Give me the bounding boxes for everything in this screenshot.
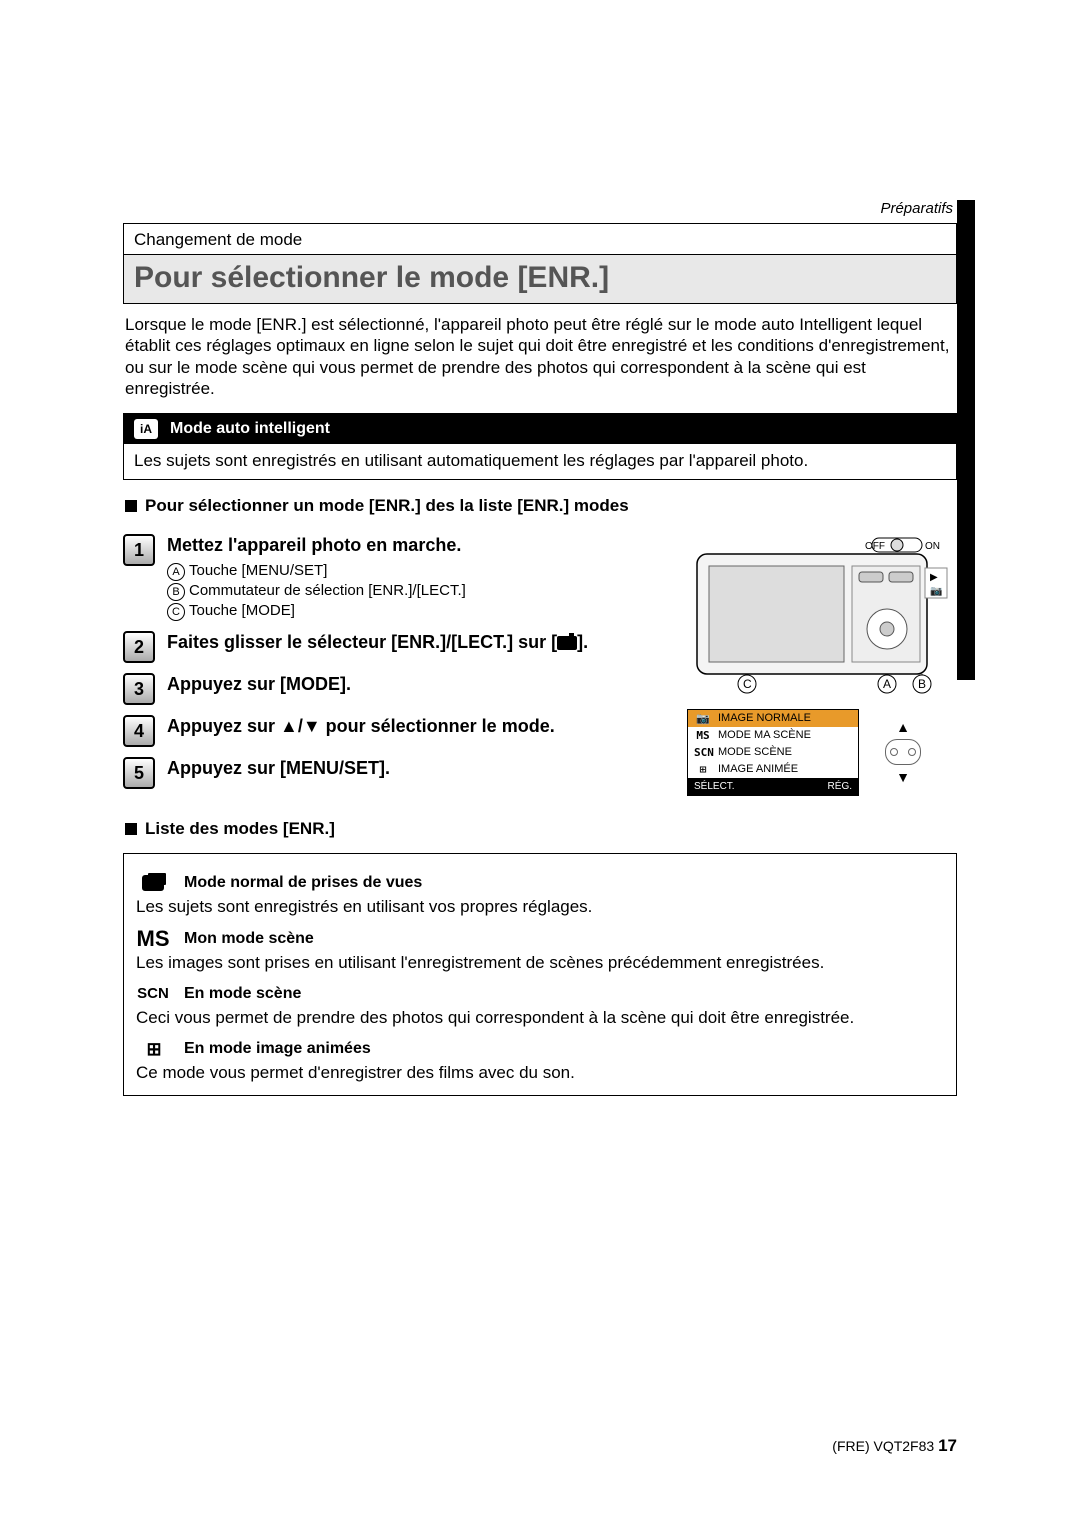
list-heading: Liste des modes [ENR.] [125, 819, 955, 839]
intro-paragraph: Lorsque le mode [ENR.] est sélectionné, … [125, 314, 955, 399]
step-title: Mettez l'appareil photo en marche. [167, 535, 461, 555]
illustration-column: OFF ON ▶ 📷 C A B [687, 524, 957, 797]
mode-desc: Ce mode vous permet d'enregistrer des fi… [136, 1062, 944, 1083]
step-number: 5 [123, 757, 155, 789]
menu-footer: SÉLECT. RÉG. [688, 778, 858, 795]
menu-row: ⊞ IMAGE ANIMÉE [688, 761, 858, 778]
camera-icon [557, 636, 577, 650]
select-heading: Pour sélectionner un mode [ENR.] des la … [125, 496, 955, 516]
step-title: Appuyez sur ▲/▼ pour sélectionner le mod… [167, 716, 555, 736]
step-number: 2 [123, 631, 155, 663]
mode-title: En mode scène [184, 985, 301, 1003]
step-number: 4 [123, 715, 155, 747]
up-arrow-icon: ▲ [896, 719, 910, 735]
mode-desc: Ceci vous permet de prendre des photos q… [136, 1007, 944, 1028]
camera-diagram: OFF ON ▶ 📷 C A B [687, 524, 957, 694]
page-footer: (FRE) VQT2F83 17 [832, 1436, 957, 1456]
list-heading-text: Liste des modes [ENR.] [145, 819, 335, 839]
ms-icon: MS [136, 928, 170, 950]
doc-code: (FRE) VQT2F83 [832, 1438, 934, 1454]
bullet-icon [125, 500, 137, 512]
step-1: 1 Mettez l'appareil photo en marche. ATo… [123, 534, 669, 621]
step-notes: ATouche [MENU/SET] BCommutateur de sélec… [167, 561, 669, 621]
menu-and-dpad: 📷 IMAGE NORMALE MS MODE MA SCÈNE SCN MOD… [687, 707, 957, 797]
section-label: Préparatifs [123, 200, 957, 217]
step-title-suffix: ]. [577, 632, 588, 652]
menu-row: SCN MODE SCÈNE [688, 744, 858, 761]
on-label: ON [925, 541, 940, 552]
ia-mode-label: Mode auto intelligent [170, 420, 330, 438]
film-icon: ⊞ [136, 1038, 170, 1060]
ia-icon: iA [134, 419, 158, 439]
svg-text:▶: ▶ [930, 572, 938, 583]
steps-column: 1 Mettez l'appareil photo en marche. ATo… [123, 524, 669, 797]
lcd-menu-preview: 📷 IMAGE NORMALE MS MODE MA SCÈNE SCN MOD… [687, 709, 859, 796]
mode-entry: MS Mon mode scène Les images sont prises… [136, 928, 944, 973]
page-number: 17 [938, 1436, 957, 1455]
step-5: 5 Appuyez sur [MENU/SET]. [123, 757, 669, 789]
bullet-icon [125, 823, 137, 835]
off-label: OFF [865, 541, 885, 552]
step-number: 1 [123, 534, 155, 566]
mode-entry: ⊞ En mode image animées Ce mode vous per… [136, 1038, 944, 1083]
subhead: Changement de mode [123, 223, 957, 254]
dpad-center-icon [885, 739, 921, 765]
menu-row: MS MODE MA SCÈNE [688, 727, 858, 744]
step-number: 3 [123, 673, 155, 705]
step-title: Appuyez sur [MODE]. [167, 674, 351, 694]
ia-mode-head: iA Mode auto intelligent [124, 414, 956, 444]
dpad-icon: ▲ ▼ [873, 707, 933, 797]
select-heading-text: Pour sélectionner un mode [ENR.] des la … [145, 496, 629, 516]
mode-entry: Mode normal de prises de vues Les sujets… [136, 872, 944, 917]
down-arrow-icon: ▼ [896, 769, 910, 785]
ia-mode-box: iA Mode auto intelligent Les sujets sont… [123, 413, 957, 480]
menu-row: 📷 IMAGE NORMALE [688, 710, 858, 727]
mode-title: Mode normal de prises de vues [184, 874, 422, 892]
step-3: 3 Appuyez sur [MODE]. [123, 673, 669, 705]
svg-text:📷: 📷 [930, 586, 942, 597]
ia-mode-desc: Les sujets sont enregistrés en utilisant… [124, 444, 956, 479]
steps-area: 1 Mettez l'appareil photo en marche. ATo… [123, 524, 957, 797]
mode-title: Mon mode scène [184, 930, 314, 948]
mode-entry: SCN En mode scène Ceci vous permet de pr… [136, 983, 944, 1028]
svg-text:B: B [918, 677, 926, 691]
thumb-tab [957, 200, 975, 680]
mode-desc: Les sujets sont enregistrés en utilisant… [136, 896, 944, 917]
step-title-prefix: Faites glisser le sélecteur [ENR.]/[LECT… [167, 632, 557, 652]
scn-icon: SCN [136, 983, 170, 1005]
mode-title: En mode image animées [184, 1040, 371, 1058]
step-2: 2 Faites glisser le sélecteur [ENR.]/[LE… [123, 631, 669, 663]
mode-desc: Les images sont prises en utilisant l'en… [136, 952, 944, 973]
camera-icon [136, 872, 170, 894]
manual-page: Préparatifs Changement de mode Pour séle… [0, 0, 1080, 1526]
svg-text:A: A [883, 677, 891, 691]
modes-list-box: Mode normal de prises de vues Les sujets… [123, 853, 957, 1096]
step-title: Appuyez sur [MENU/SET]. [167, 758, 390, 778]
svg-text:C: C [743, 677, 752, 691]
page-title: Pour sélectionner le mode [ENR.] [123, 254, 957, 304]
step-4: 4 Appuyez sur ▲/▼ pour sélectionner le m… [123, 715, 669, 747]
